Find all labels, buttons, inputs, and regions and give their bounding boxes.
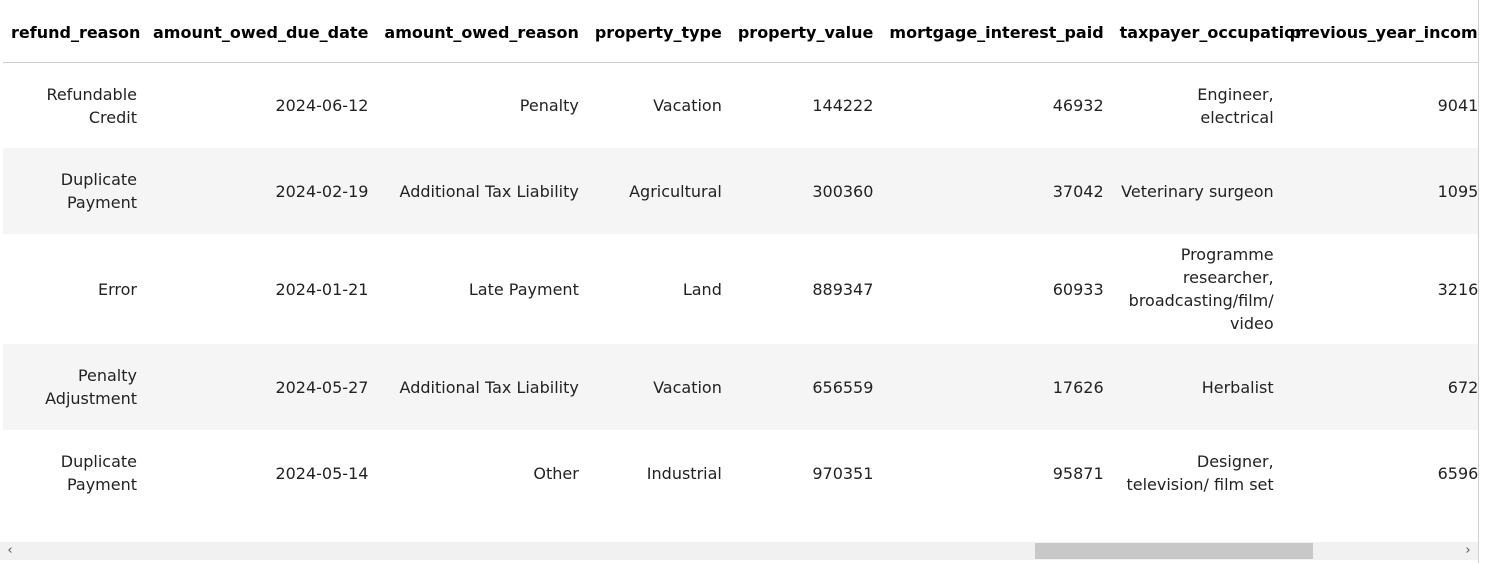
table-cell: Designer, television/ film set [1126, 452, 1274, 494]
table-cell: Penalty [519, 96, 579, 115]
column-header: mortgage_interest_paid [881, 8, 1112, 63]
table-cell: Refundable Credit [46, 84, 137, 127]
table-cell: Additional Tax Liability [399, 377, 579, 397]
column-header: amount_owed_due_date [145, 8, 377, 63]
table-cell: 60933 [1052, 279, 1104, 299]
table-cell: Error [98, 279, 137, 299]
column-header: taxpayer_occupation [1111, 8, 1306, 63]
table-cell: 65963 [1437, 463, 1478, 483]
column-header: property_type [586, 8, 730, 63]
table-header-row: refund_reason amount_owed_due_date amoun… [3, 8, 1478, 63]
table-cell: Vacation [653, 96, 722, 115]
table-cell: Penalty Adjustment [45, 366, 137, 408]
scroll-right-icon[interactable]: › [1465, 543, 1471, 558]
table-cell: 970351 [812, 463, 874, 483]
table-cell: 95871 [1052, 463, 1104, 483]
table-row: Duplicate Payment 2024-05-14 Other Indus… [3, 430, 1478, 516]
table-row: Penalty Adjustment 2024-05-27 Additional… [3, 344, 1478, 430]
table-cell: Land [682, 279, 722, 299]
horizontal-scrollbar[interactable]: ‹ › [0, 542, 1478, 560]
table-cell: 46932 [1052, 96, 1104, 115]
table-cell: 90413 [1437, 96, 1478, 115]
table-cell: Late Payment [468, 279, 579, 299]
table-cell: 17626 [1052, 377, 1104, 397]
table-cell: 2024-06-12 [275, 96, 369, 115]
column-header: amount_owed_reason [376, 8, 587, 63]
dataframe-viewport: refund_reason amount_owed_due_date amoun… [3, 8, 1478, 516]
scrollbar-thumb[interactable] [1035, 543, 1313, 559]
table-cell: 300360 [812, 181, 874, 201]
table-cell: Programme researcher, broadcasting/film/… [1128, 245, 1274, 333]
data-table: refund_reason amount_owed_due_date amoun… [3, 8, 1478, 516]
table-cell: Industrial [646, 463, 722, 483]
right-border-divider [1478, 0, 1479, 563]
table-row: Error 2024-01-21 Late Payment Land 88934… [3, 234, 1478, 344]
table-cell: Herbalist [1201, 377, 1274, 397]
column-header: refund_reason [3, 8, 145, 63]
table-cell: 2024-01-21 [275, 279, 369, 299]
table-cell: 10959 [1437, 181, 1478, 201]
table-cell: 2024-02-19 [275, 181, 369, 201]
table-cell: Duplicate Payment [60, 170, 137, 212]
table-cell: 144222 [812, 96, 874, 115]
table-cell: Agricultural [629, 181, 722, 201]
table-cell: 2024-05-27 [275, 377, 369, 397]
table-cell: Veterinary surgeon [1121, 181, 1274, 201]
column-header: property_value [729, 8, 882, 63]
column-header: previous_year_income [1281, 8, 1478, 63]
table-cell: 889347 [812, 279, 874, 299]
table-cell: 656559 [812, 377, 874, 397]
table-cell: Vacation [653, 377, 722, 397]
table-cell: 37042 [1052, 181, 1104, 201]
table-row: Refundable Credit 2024-06-12 Penalty Vac… [3, 62, 1478, 148]
scroll-left-icon[interactable]: ‹ [7, 543, 13, 558]
table-cell: 32169 [1437, 279, 1478, 299]
table-cell: Duplicate Payment [60, 452, 137, 494]
table-cell: Engineer, electrical [1197, 84, 1274, 127]
table-cell: 2024-05-14 [275, 463, 369, 483]
table-cell: Additional Tax Liability [399, 181, 579, 201]
table-cell: 6723 [1447, 377, 1478, 397]
table-cell: Other [533, 463, 579, 483]
table-row: Duplicate Payment 2024-02-19 Additional … [3, 148, 1478, 234]
